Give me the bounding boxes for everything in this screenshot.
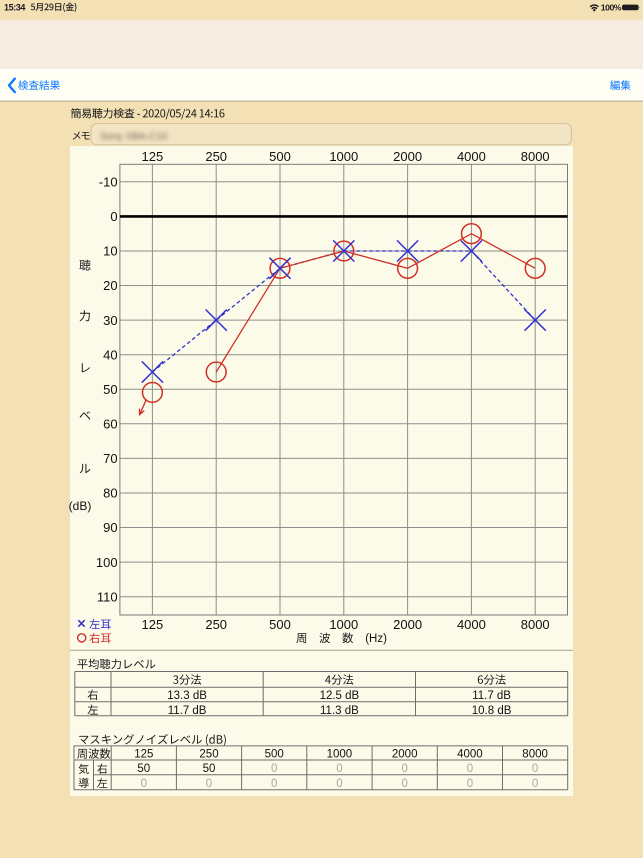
svg-text:0: 0 xyxy=(206,778,212,790)
svg-text:0: 0 xyxy=(271,778,277,790)
svg-text:(dB): (dB) xyxy=(69,499,92,513)
svg-text:125: 125 xyxy=(134,748,153,760)
svg-text:Sony XBA-C10: Sony XBA-C10 xyxy=(100,132,168,143)
svg-text:90: 90 xyxy=(103,520,117,535)
svg-text:10.8 dB: 10.8 dB xyxy=(472,705,512,717)
svg-text:0: 0 xyxy=(141,778,147,790)
svg-text:0: 0 xyxy=(401,778,407,790)
svg-text:12.5 dB: 12.5 dB xyxy=(320,690,360,702)
svg-text:50: 50 xyxy=(137,763,150,775)
svg-text:8000: 8000 xyxy=(521,617,550,632)
svg-text:0: 0 xyxy=(532,778,538,790)
svg-text:80: 80 xyxy=(103,486,117,501)
svg-text:10: 10 xyxy=(103,244,117,259)
svg-text:250: 250 xyxy=(205,617,227,632)
svg-text:1000: 1000 xyxy=(329,149,358,164)
svg-text:60: 60 xyxy=(103,417,117,432)
svg-text:110: 110 xyxy=(97,589,118,604)
svg-text:0: 0 xyxy=(467,763,473,775)
svg-text:50: 50 xyxy=(103,382,117,397)
svg-text:0: 0 xyxy=(336,763,342,775)
svg-text:2000: 2000 xyxy=(393,149,422,164)
svg-text:250: 250 xyxy=(205,149,227,164)
svg-text:125: 125 xyxy=(142,617,164,632)
svg-text:20: 20 xyxy=(103,278,117,293)
svg-text:11.3 dB: 11.3 dB xyxy=(320,705,359,717)
svg-text:100: 100 xyxy=(96,555,118,570)
svg-text:0: 0 xyxy=(401,763,407,775)
svg-text:70: 70 xyxy=(103,451,117,466)
svg-text:0: 0 xyxy=(532,763,538,775)
svg-text:40: 40 xyxy=(103,347,117,362)
svg-text:1000: 1000 xyxy=(329,617,358,632)
svg-text:4000: 4000 xyxy=(457,617,486,632)
svg-text:100%: 100% xyxy=(601,2,622,12)
svg-text:30: 30 xyxy=(103,313,117,328)
svg-text:15:34: 15:34 xyxy=(4,2,25,12)
svg-text:50: 50 xyxy=(203,763,216,775)
svg-text:250: 250 xyxy=(199,748,218,760)
svg-text:4000: 4000 xyxy=(457,748,483,760)
svg-text:0: 0 xyxy=(336,778,342,790)
svg-text:1000: 1000 xyxy=(327,748,353,760)
svg-text:0: 0 xyxy=(467,778,473,790)
svg-text:13.3 dB: 13.3 dB xyxy=(167,690,207,702)
svg-text:11.7 dB: 11.7 dB xyxy=(472,690,511,702)
svg-text:11.7 dB: 11.7 dB xyxy=(168,705,207,717)
svg-text:8000: 8000 xyxy=(521,149,550,164)
svg-text:4000: 4000 xyxy=(457,149,486,164)
svg-text:500: 500 xyxy=(265,748,284,760)
svg-text:500: 500 xyxy=(269,617,291,632)
svg-text:2000: 2000 xyxy=(393,617,422,632)
svg-text:500: 500 xyxy=(269,149,291,164)
svg-text:125: 125 xyxy=(142,149,164,164)
svg-text:0: 0 xyxy=(110,209,117,224)
svg-text:2000: 2000 xyxy=(392,748,418,760)
svg-text:8000: 8000 xyxy=(522,748,548,760)
svg-text:-10: -10 xyxy=(99,175,118,190)
svg-text:0: 0 xyxy=(271,763,277,775)
svg-text:(Hz): (Hz) xyxy=(365,633,387,645)
